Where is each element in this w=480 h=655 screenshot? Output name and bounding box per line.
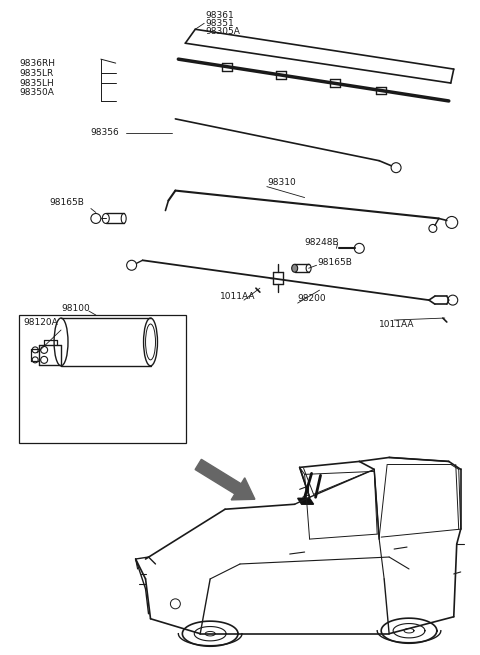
Bar [19,315,186,443]
Text: 98165B: 98165B [49,198,84,207]
Text: 9835LR: 9835LR [19,69,54,77]
Text: 98361: 98361 [205,11,234,20]
Text: 98305A: 98305A [205,27,240,36]
Text: 1011AA: 1011AA [379,320,415,329]
Text: 98350A: 98350A [19,88,54,98]
Text: 98200: 98200 [298,293,326,303]
Text: 98351: 98351 [205,19,234,28]
Text: 98165B: 98165B [318,258,352,267]
Text: 98248B: 98248B [305,238,339,247]
Text: 98100: 98100 [61,303,90,312]
Polygon shape [195,459,255,500]
Text: 9836RH: 9836RH [19,59,55,67]
Text: 98356: 98356 [91,128,120,138]
Ellipse shape [292,264,298,272]
Text: 9835LH: 9835LH [19,79,54,88]
Polygon shape [298,498,313,504]
Text: 1011AA: 1011AA [220,291,256,301]
Text: 98120A: 98120A [23,318,58,327]
Text: 98310: 98310 [268,178,297,187]
